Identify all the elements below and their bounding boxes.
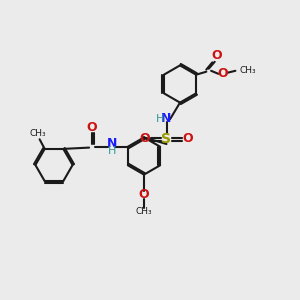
Text: O: O xyxy=(86,121,97,134)
Text: N: N xyxy=(161,112,172,125)
Text: CH₃: CH₃ xyxy=(30,129,46,138)
Text: O: O xyxy=(217,67,228,80)
Text: H: H xyxy=(156,113,164,124)
Text: CH₃: CH₃ xyxy=(136,207,152,216)
Text: CH₃: CH₃ xyxy=(239,66,256,75)
Text: O: O xyxy=(140,132,150,145)
Text: H: H xyxy=(108,146,116,157)
Text: O: O xyxy=(211,49,221,62)
Text: O: O xyxy=(139,188,149,201)
Text: N: N xyxy=(107,137,117,150)
Text: S: S xyxy=(161,132,172,145)
Text: O: O xyxy=(183,132,194,145)
